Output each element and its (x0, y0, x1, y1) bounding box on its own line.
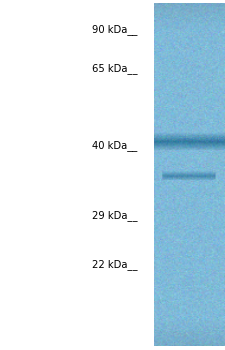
Text: 90 kDa__: 90 kDa__ (92, 24, 137, 35)
Text: 65 kDa__: 65 kDa__ (92, 63, 137, 74)
Text: 40 kDa__: 40 kDa__ (92, 140, 137, 151)
Text: 22 kDa__: 22 kDa__ (92, 259, 137, 270)
Text: 29 kDa__: 29 kDa__ (92, 210, 137, 221)
